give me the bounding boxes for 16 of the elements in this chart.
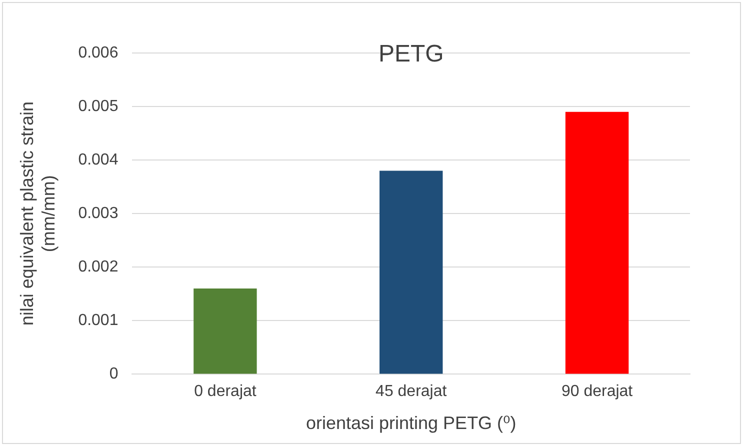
- y-axis-title: nilai equivalent plastic strain (mm/mm): [16, 102, 58, 326]
- y-tick-label: 0.005: [78, 98, 118, 115]
- x-tick-label: 90 derajat: [561, 383, 634, 400]
- y-tick-label: 0.006: [78, 44, 118, 62]
- x-axis-title: orientasi printing PETG (⁰): [306, 413, 516, 434]
- bar: [565, 112, 629, 374]
- bar: [194, 288, 257, 374]
- y-tick-label: 0.002: [78, 258, 118, 276]
- y-tick-label: 0.003: [78, 205, 118, 222]
- y-tick-label: 0: [109, 366, 118, 383]
- y-tick-label: 0.001: [78, 312, 118, 330]
- chart-title: PETG: [378, 40, 444, 68]
- y-tick-label: 0.004: [78, 151, 118, 168]
- x-tick-label: 45 derajat: [376, 383, 448, 400]
- bar: [380, 170, 443, 374]
- x-tick-label: 0 derajat: [194, 383, 257, 400]
